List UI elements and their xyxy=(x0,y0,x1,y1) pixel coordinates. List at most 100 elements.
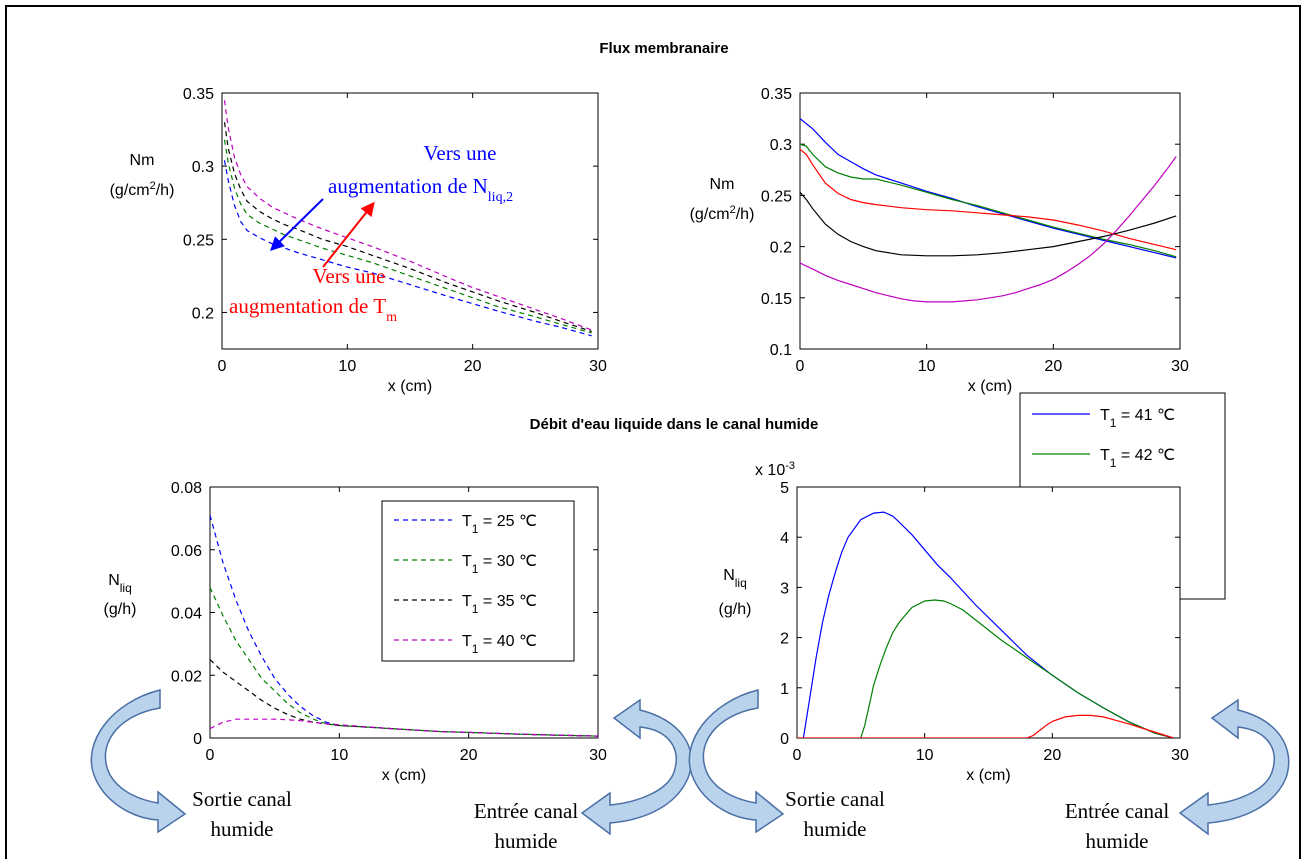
panel-bottom-right: 0 10 20 30 0 1 2 3 4 5 x (cm) Nliq (g/h) x 10-3 xyxy=(719,460,1189,784)
x-tick-label: 0 xyxy=(218,358,227,375)
x-axis-label: x (cm) xyxy=(968,378,1012,395)
legend-label: T1 = 30 ℃ xyxy=(462,553,537,576)
legend-label: T1 = 41 ℃ xyxy=(1100,407,1175,430)
title-bottom: Débit d'eau liquide dans le canal humide xyxy=(530,416,819,433)
x-tick-label: 20 xyxy=(464,358,482,375)
y-axis-label-line1: Nm xyxy=(130,152,155,169)
series-line-black xyxy=(800,191,1177,257)
arrow-red xyxy=(322,201,375,268)
series-line-black xyxy=(210,659,598,737)
legend-label-var: T xyxy=(462,513,472,530)
x-axis-label: x (cm) xyxy=(388,378,432,395)
label-entry-right-line2: humide xyxy=(1086,829,1149,853)
y-tick-label: 2 xyxy=(780,631,789,648)
series-line-red xyxy=(797,714,1174,738)
label-entry-left-line2: humide xyxy=(495,829,558,853)
series-line-green xyxy=(800,143,1177,258)
legend-label-value: = 30 ℃ xyxy=(478,553,536,570)
y-tick-label: 0.35 xyxy=(183,86,214,103)
arrow-blue xyxy=(270,198,324,251)
y-tick-label: 0 xyxy=(193,731,202,748)
annotation-tm-sub: m xyxy=(386,310,397,325)
x-tick-label: 10 xyxy=(330,747,348,764)
series-line-magenta xyxy=(800,156,1177,303)
label-exit-left-line2: humide xyxy=(211,817,274,841)
y-tick-label: 0.3 xyxy=(192,159,214,176)
y-tick-label: 0.08 xyxy=(171,480,202,497)
y-tick-label: 4 xyxy=(780,530,789,547)
x-axis-label: x (cm) xyxy=(382,767,426,784)
curved-arrow-exit-right xyxy=(688,689,785,834)
y-axis-label-line2: (g/h) xyxy=(104,601,137,618)
legend-label-var: T xyxy=(1100,447,1110,464)
legend-label-value: = 42 ℃ xyxy=(1116,447,1174,464)
y-axis-label-line1-sub: liq xyxy=(735,576,747,590)
legend-label-sub: 1 xyxy=(472,522,479,536)
x-tick-label: 30 xyxy=(589,358,607,375)
legend-label-var: T xyxy=(462,633,472,650)
legend-label-value: = 25 ℃ xyxy=(478,513,536,530)
legend-label-value: = 35 ℃ xyxy=(478,593,536,610)
annotation-nliq-line2-text: augmentation de N xyxy=(328,174,488,198)
x-tick-label: 20 xyxy=(460,747,478,764)
plot-area xyxy=(799,92,1181,350)
legend-label-sub: 1 xyxy=(1110,416,1117,430)
annotation-tm-increase: Vers une augmentation de Tm xyxy=(229,201,397,325)
y-tick-label: 0.25 xyxy=(761,188,792,205)
y-tick-label: 0.02 xyxy=(171,668,202,685)
series-line-magenta xyxy=(223,100,592,331)
y-axis-label-line1: Nliq xyxy=(723,567,747,590)
y-tick-label: 0.15 xyxy=(761,291,792,308)
y-axis-label-line2: (g/h) xyxy=(719,601,752,618)
curved-arrow-entry-right xyxy=(1178,698,1290,836)
y-axis-label-line2-sup: 2 xyxy=(150,180,156,192)
legend-label-sub: 1 xyxy=(472,562,479,576)
legend-label: T1 = 40 ℃ xyxy=(462,633,537,656)
annotation-nliq-increase: Vers une augmentation de Nliq,2 xyxy=(270,141,513,251)
label-entry-right-line1: Entrée canal xyxy=(1065,799,1170,823)
annotation-tm-line1: Vers une xyxy=(313,264,386,288)
series-line-green xyxy=(223,139,592,334)
x-tick-label: 30 xyxy=(1171,747,1189,764)
x-tick-label: 10 xyxy=(338,358,356,375)
y-tick-label: 0.2 xyxy=(770,240,792,257)
y-axis-label-line1-pre: N xyxy=(108,572,120,589)
x-tick-label: 20 xyxy=(1043,747,1061,764)
x-tick-label: 10 xyxy=(918,358,936,375)
y-tick-label: 3 xyxy=(780,580,789,597)
y-tick-label: 0.25 xyxy=(183,232,214,249)
y-tick-label: 0.3 xyxy=(770,137,792,154)
y-tick-label: 1 xyxy=(780,681,789,698)
annotation-nliq-line2: augmentation de Nliq,2 xyxy=(328,174,513,205)
y-axis-label-line1-sub: liq xyxy=(120,581,132,595)
legend-label: T1 = 42 ℃ xyxy=(1100,447,1175,470)
curved-arrow-exit-left xyxy=(90,689,187,834)
x-tick-label: 20 xyxy=(1044,358,1062,375)
legend: T1 = 25 ℃T1 = 30 ℃T1 = 35 ℃T1 = 40 ℃ xyxy=(381,500,575,662)
x-tick-label: 0 xyxy=(206,747,215,764)
y-scale-label-base: x 10 xyxy=(755,462,785,479)
y-axis-label-line1: Nm xyxy=(710,176,735,193)
plot-area xyxy=(221,92,599,350)
y-axis-label-line2-pre: (g/cm xyxy=(690,206,730,223)
y-axis-label-line2: (g/cm2/h) xyxy=(110,180,175,199)
legend-label-var: T xyxy=(462,553,472,570)
label-exit-left-line1: Sortie canal xyxy=(192,787,292,811)
y-axis-label-line2-pre: (g/cm xyxy=(110,182,150,199)
legend-label-var: T xyxy=(1100,407,1110,424)
legend-label: T1 = 25 ℃ xyxy=(462,513,537,536)
x-tick-label: 10 xyxy=(916,747,934,764)
y-axis-label-line1-pre: N xyxy=(723,567,735,584)
y-axis-label-line2-post: /h) xyxy=(736,206,755,223)
legend-label-sub: 1 xyxy=(472,602,479,616)
y-scale-label: x 10-3 xyxy=(755,460,795,479)
legend-label-value: = 40 ℃ xyxy=(478,633,536,650)
legend-label-var: T xyxy=(462,593,472,610)
series-line-green xyxy=(860,599,1174,738)
y-axis-label-line2-post: /h) xyxy=(156,182,175,199)
annotation-tm-line2-text: augmentation de T xyxy=(229,294,386,318)
x-tick-label: 0 xyxy=(793,747,802,764)
legend-label-sub: 1 xyxy=(1110,456,1117,470)
label-exit-right-line1: Sortie canal xyxy=(785,787,885,811)
x-axis-label: x (cm) xyxy=(966,767,1010,784)
